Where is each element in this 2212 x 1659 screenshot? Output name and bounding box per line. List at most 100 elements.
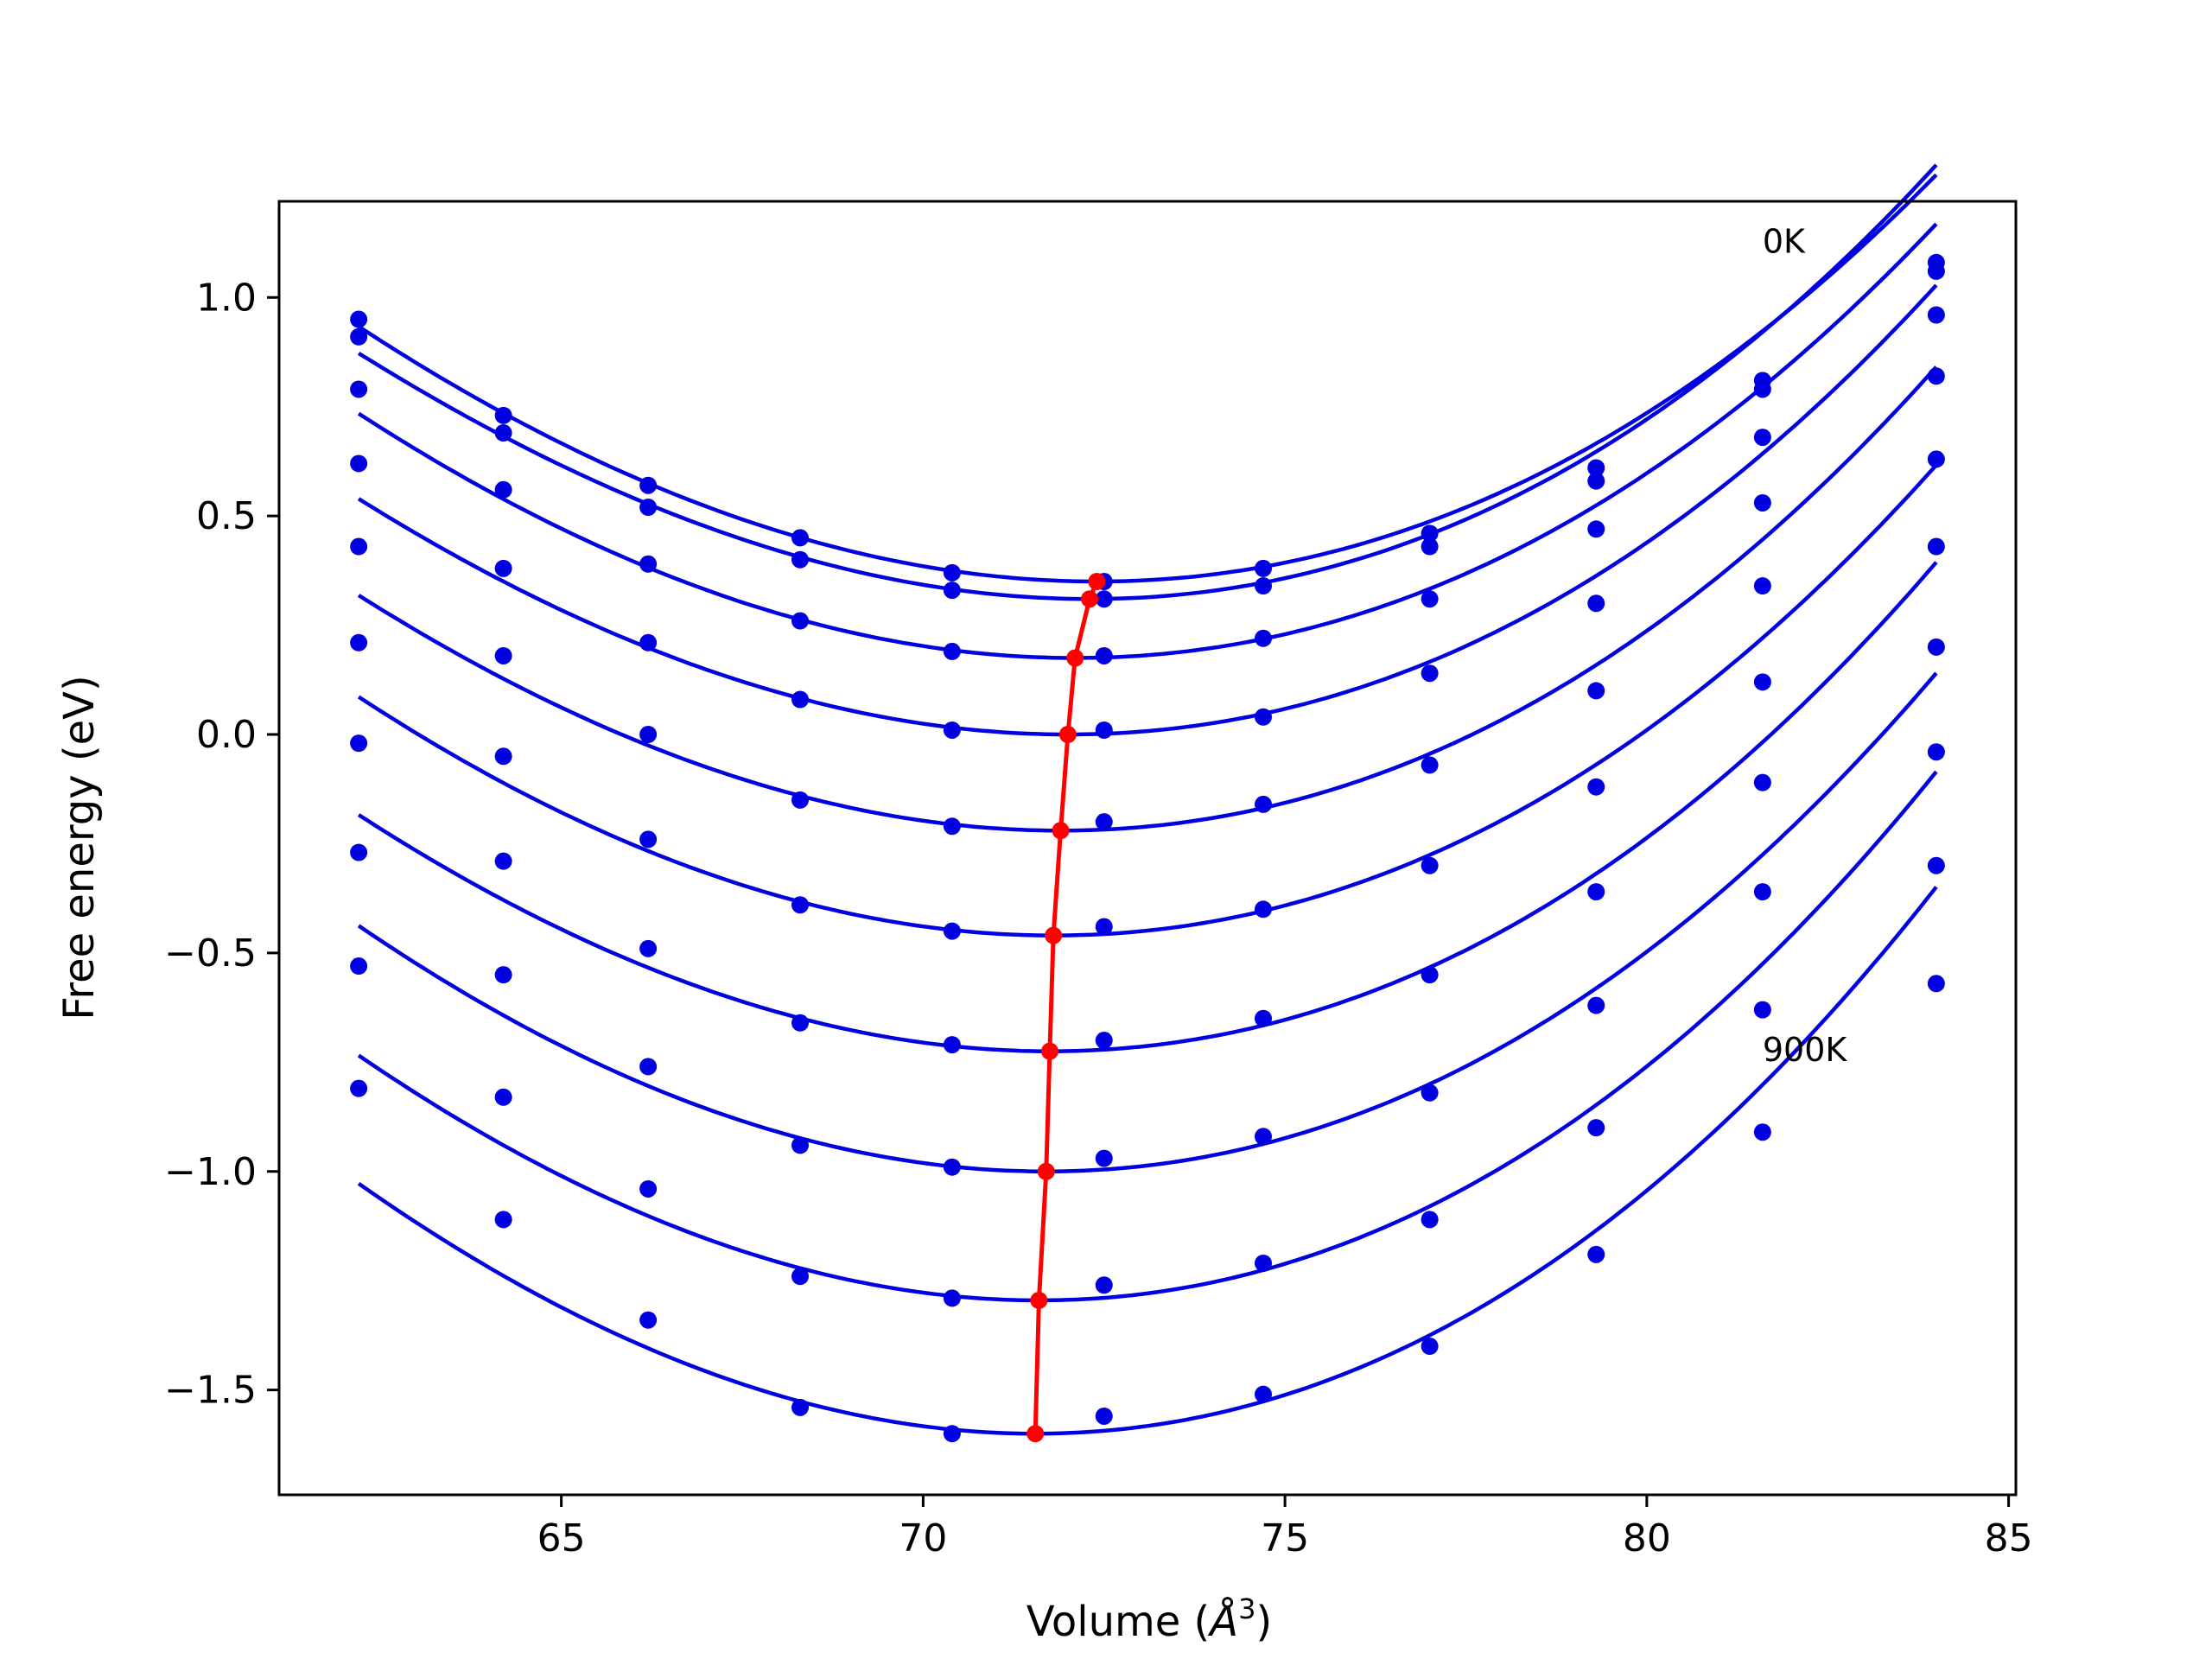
x-axis-label-main: Volume (: [1027, 1598, 1211, 1646]
x-axis-label-exponent: 3: [1238, 1592, 1255, 1625]
data-point-8-10: [1753, 883, 1771, 901]
y-tick-label: −0.5: [164, 931, 257, 976]
data-point-4-5: [943, 721, 961, 739]
minimum-point-1: [1088, 572, 1106, 590]
data-point-2-5: [943, 582, 961, 600]
fit-curve-7: [357, 561, 1938, 1053]
data-point-9-10: [1753, 1001, 1771, 1019]
data-point-7-9: [1587, 883, 1605, 901]
minimum-point-3: [1066, 649, 1084, 667]
y-axis-ticks: 1.0 0.5 0.0 −0.5 −1.0 −1.5: [164, 276, 279, 1413]
fit-curves: [357, 163, 1938, 1436]
data-point-6-5: [943, 922, 961, 940]
data-point-6-9: [1587, 778, 1605, 796]
data-point-2-3: [639, 499, 658, 517]
data-point-4-9: [1587, 594, 1605, 613]
data-point-8-8: [1421, 1084, 1439, 1102]
data-point-3-9: [1587, 520, 1605, 538]
data-point-1-5: [943, 563, 961, 582]
data-point-5-3: [639, 726, 658, 744]
data-point-10-9: [1587, 1245, 1605, 1263]
data-point-10-6: [1095, 1407, 1113, 1425]
data-point-9-3: [639, 1179, 658, 1198]
data-point-7-4: [791, 1014, 809, 1032]
data-point-5-6: [1095, 813, 1113, 831]
minimum-point-7: [1040, 1042, 1058, 1060]
data-point-5-4: [791, 791, 809, 809]
data-point-9-6: [1095, 1276, 1113, 1294]
temperature-annotation-2: 900K: [1763, 1031, 1848, 1069]
data-point-3-3: [639, 555, 658, 573]
data-point-3-4: [791, 612, 809, 630]
data-point-3-5: [943, 642, 961, 660]
data-point-4-8: [1421, 664, 1439, 683]
y-tick-label: 1.0: [196, 276, 257, 320]
data-point-3-7: [1255, 629, 1272, 647]
data-point-8-11: [1927, 743, 1945, 761]
data-point-8-9: [1587, 996, 1605, 1014]
data-point-8-7: [1255, 1128, 1272, 1146]
data-point-3-10: [1753, 429, 1771, 447]
data-point-10-7: [1255, 1385, 1272, 1403]
data-point-10-11: [1927, 975, 1945, 993]
axes-frame: [277, 200, 2018, 1497]
data-point-1-7: [1255, 559, 1272, 577]
data-point-4-7: [1255, 708, 1272, 726]
data-point-6-7: [1255, 900, 1272, 918]
x-tick-label: 75: [1261, 1516, 1309, 1560]
data-point-2-9: [1587, 472, 1605, 490]
data-point-2-11: [1927, 262, 1945, 280]
data-point-4-3: [639, 633, 658, 652]
data-point-9-1: [350, 957, 368, 976]
fit-curve-6: [357, 463, 1938, 938]
minimum-point-9: [1030, 1291, 1048, 1309]
data-point-6-2: [494, 747, 512, 766]
minimum-point-8: [1037, 1162, 1055, 1180]
data-point-2-2: [494, 424, 512, 442]
data-point-2-8: [1421, 537, 1439, 556]
data-point-8-5: [943, 1158, 961, 1176]
data-point-1-4: [791, 529, 809, 547]
data-point-4-10: [1753, 493, 1771, 512]
x-axis-label: Volume (Å3): [1027, 1592, 1272, 1646]
data-point-6-3: [639, 830, 658, 849]
data-point-6-8: [1421, 856, 1439, 874]
data-point-9-11: [1927, 856, 1945, 874]
x-axis-ticks: 65 70 75 80 85: [537, 1495, 2033, 1560]
minimum-point-6: [1045, 926, 1063, 944]
x-tick-label: 70: [899, 1516, 947, 1560]
data-point-5-9: [1587, 682, 1605, 700]
data-point-10-8: [1421, 1338, 1439, 1356]
x-axis-label-close: ): [1255, 1598, 1272, 1646]
minimum-point-5: [1052, 822, 1070, 840]
data-point-6-11: [1927, 537, 1945, 556]
data-point-4-11: [1927, 367, 1945, 385]
data-point-9-7: [1255, 1254, 1272, 1272]
data-point-7-6: [1095, 1032, 1113, 1050]
minimum-point-10: [1027, 1425, 1045, 1443]
data-point-2-1: [350, 327, 368, 346]
data-point-1-2: [494, 406, 512, 424]
data-point-3-2: [494, 480, 512, 499]
data-points: [350, 253, 1945, 1443]
minimum-point-4: [1058, 726, 1077, 744]
data-point-7-7: [1255, 1009, 1272, 1027]
data-point-10-3: [639, 1311, 658, 1329]
data-point-1-8: [1421, 524, 1439, 543]
fit-curve-8: [357, 671, 1938, 1173]
minimum-line: [1027, 572, 1106, 1443]
data-point-8-1: [350, 843, 368, 861]
x-tick-label: 85: [1985, 1516, 2033, 1560]
data-point-5-8: [1421, 756, 1439, 774]
data-point-9-8: [1421, 1211, 1439, 1229]
data-point-10-2: [494, 1211, 512, 1229]
fit-curve-5: [357, 365, 1938, 833]
data-point-4-1: [350, 454, 368, 473]
data-point-4-6: [1095, 721, 1113, 739]
data-point-7-10: [1753, 773, 1771, 791]
x-tick-label: 65: [537, 1516, 586, 1560]
fit-curve-9: [357, 770, 1938, 1303]
data-point-10-10: [1753, 1123, 1771, 1141]
fit-curve-4: [357, 283, 1938, 737]
